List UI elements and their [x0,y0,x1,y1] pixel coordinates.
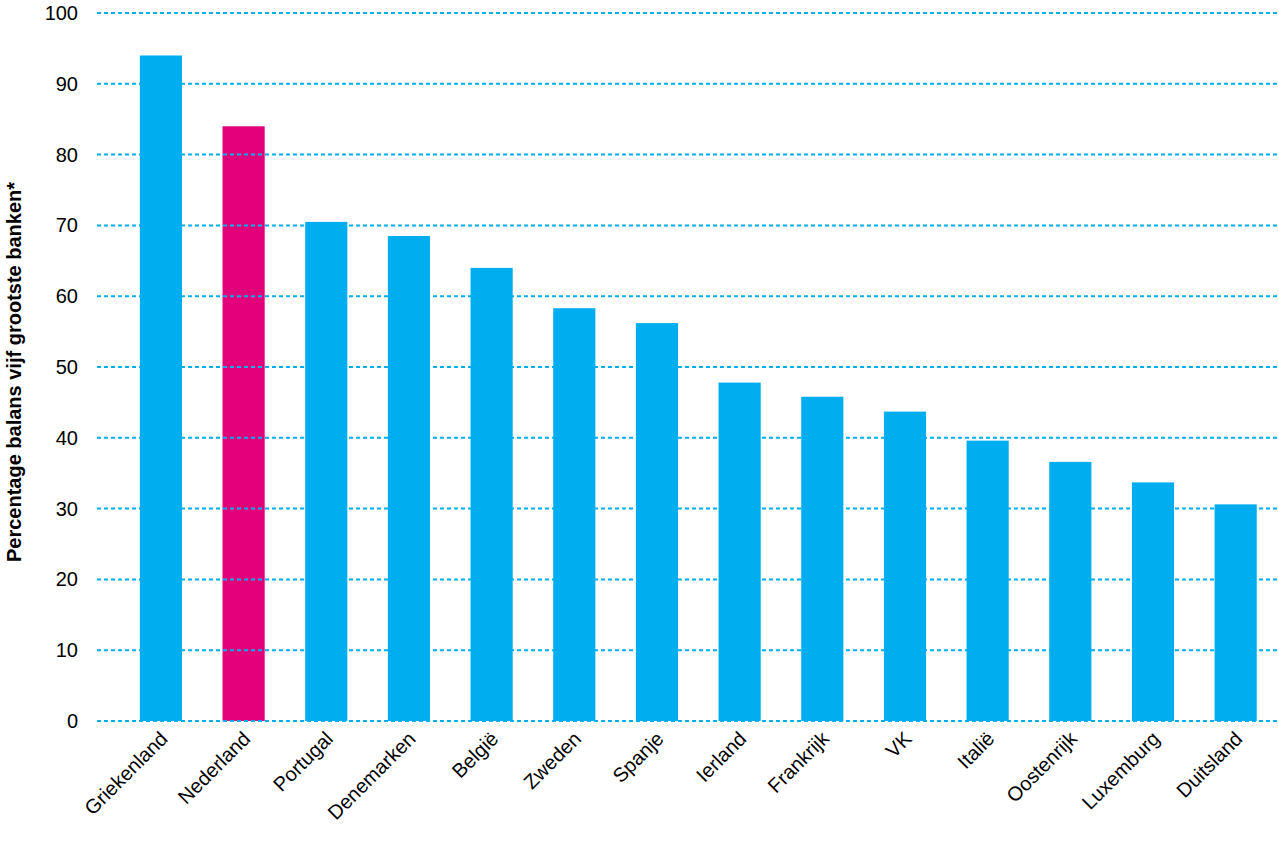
bar [553,308,595,721]
y-tick-label: 0 [67,710,78,732]
bar [305,222,347,721]
grid-line [97,720,1279,722]
grid-line [97,508,1279,510]
x-tick-label: Ierland [692,727,751,786]
x-tick-label: Luxemburg [1078,727,1164,813]
y-tick-label: 90 [56,73,78,95]
bar [1215,504,1257,721]
bar [967,441,1009,721]
x-tick-label: Nederland [174,727,255,808]
y-tick-label: 20 [56,568,78,590]
grid-line [97,578,1279,580]
grid-line [97,83,1279,85]
grid-line [97,224,1279,226]
x-tick-label: Duitsland [1172,727,1247,802]
bar [719,383,761,721]
x-tick-label: Portugal [269,727,337,795]
x-tick-label: Frankrijk [763,727,833,797]
grid-line [97,366,1279,368]
chart: 0 10 20 30 40 50 60 70 80 90 100 GriekenlandNederla… [0,0,1279,857]
bar [1049,462,1091,721]
bar [223,126,265,721]
y-tick-label: 80 [56,144,78,166]
y-tick-label: 40 [56,427,78,449]
y-tick-label: 30 [56,498,78,520]
bar [636,323,678,721]
x-tick-label: Spanje [608,727,668,787]
x-tick-label: Oostenrijk [1002,727,1082,807]
grid-line [97,649,1279,651]
x-tick-label: Griekenland [80,727,172,819]
x-tick-label: België [448,727,503,782]
x-tick-label: Denemarken [323,727,420,824]
y-tick-label: 100 [45,2,78,24]
y-tick-label: 10 [56,639,78,661]
bar [388,236,430,721]
grid-line [97,12,1279,14]
y-tick-label: 60 [56,285,78,307]
x-tick-label: VK [881,727,916,762]
bar [884,412,926,721]
x-tick-label: Italië [953,727,998,772]
bar [471,268,513,721]
bar [1132,482,1174,721]
x-tick-label: Zweden [519,727,585,793]
grid-line [97,154,1279,156]
bar [801,397,843,721]
chart-root: 0 10 20 30 40 50 60 70 80 90 100 GriekenlandNederla… [0,0,1279,857]
grid-line [97,295,1279,297]
grid [97,13,1279,721]
y-axis-label: Percentage balans vijf grootste banken* [3,182,25,562]
grid-line [97,437,1279,439]
y-tick-label: 50 [56,356,78,378]
y-tick-label: 70 [56,214,78,236]
